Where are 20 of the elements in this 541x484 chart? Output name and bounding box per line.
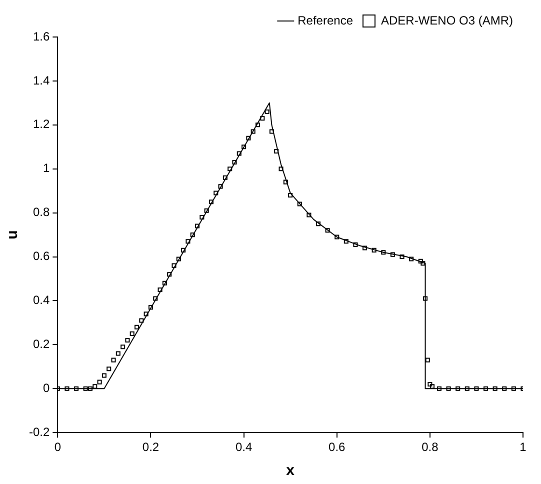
y-tick-label: 1.2 xyxy=(32,117,50,132)
y-tick-label: 1.4 xyxy=(32,73,50,88)
y-axis-title: u xyxy=(4,230,22,240)
y-tick-label: 0.2 xyxy=(32,337,50,351)
y-tick-label: 0.4 xyxy=(32,293,50,308)
y-tick-label: 1 xyxy=(42,161,50,176)
legend-label: ADER-WENO O3 (AMR) xyxy=(381,13,514,28)
y-tick-label: 0.8 xyxy=(32,205,50,220)
y-tick-label: -0.2 xyxy=(28,424,50,439)
x-tick-label: 0.8 xyxy=(422,440,439,454)
y-tick-label: 0.6 xyxy=(32,249,50,264)
x-tick-label: 0.6 xyxy=(328,440,346,454)
x-tick-label: 1 xyxy=(520,440,527,454)
x-axis-title: x xyxy=(286,462,296,480)
legend-label: Reference xyxy=(298,13,354,28)
y-tick-label: 1.6 xyxy=(32,29,50,44)
x-tick-label: 0.4 xyxy=(235,440,252,454)
x-tick-label: 0.2 xyxy=(142,440,160,454)
x-tick-label: 0 xyxy=(54,440,62,454)
y-tick-label: 0 xyxy=(42,380,50,395)
